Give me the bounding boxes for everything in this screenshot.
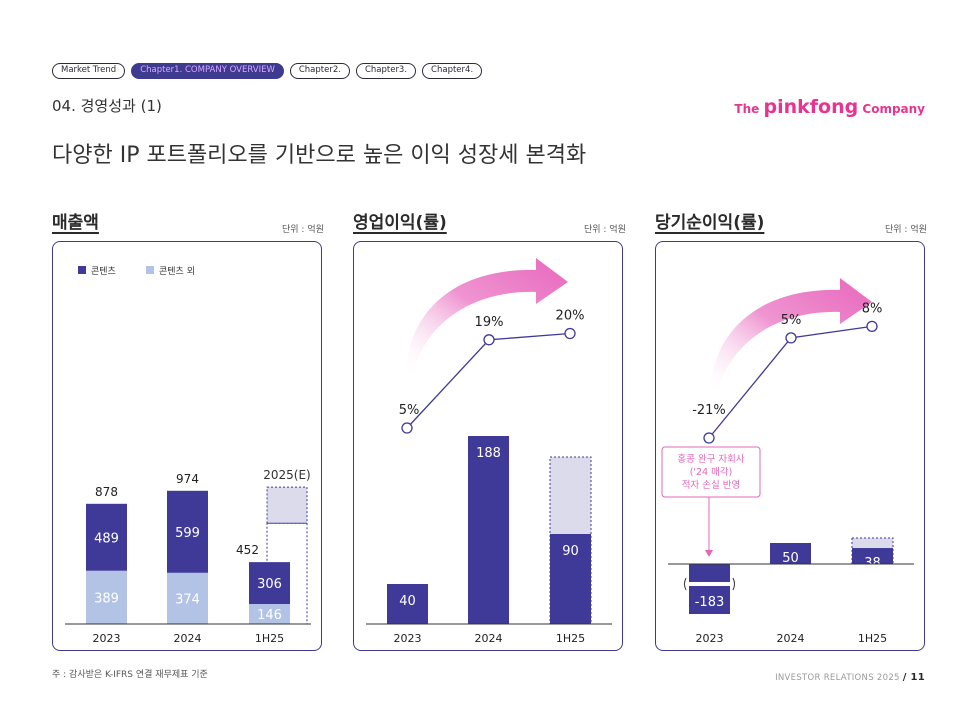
margin-point — [483, 334, 495, 346]
logo-brand: pinkfong — [763, 96, 859, 118]
annotation-arrowhead-icon — [705, 550, 713, 557]
bar-2023 — [387, 584, 428, 624]
logo-suffix: Company — [862, 102, 925, 116]
tick-label: 2024 — [777, 632, 805, 645]
data-label-value: 40 — [399, 594, 416, 609]
footer-text: INVESTOR RELATIONS 2025 — [775, 673, 900, 683]
data-label-total: 878 — [95, 485, 118, 499]
data-label-content: 599 — [175, 526, 200, 541]
bar-1H25 — [852, 548, 893, 564]
data-label-total: 974 — [176, 472, 199, 486]
margin-label: 19% — [475, 315, 504, 330]
net-income-title: 당기순이익(률) — [655, 213, 765, 233]
margin-line — [406, 332, 571, 429]
bar-noncontent-2023 — [86, 570, 127, 624]
legend-label-content: 콘텐츠 — [91, 266, 116, 277]
bar-content-2024 — [167, 490, 208, 573]
tick-label: 1H25 — [255, 632, 284, 645]
bar-content-1H25 — [249, 562, 290, 605]
revenue-title: 매출액 — [52, 213, 99, 233]
nav-chapter1[interactable]: Chapter1. COMPANY OVERVIEW — [131, 63, 284, 79]
operating-profit-panel: 40 2023 188 2024 90 1H25 5% 19% 20% — [353, 241, 623, 651]
data-label-noncontent: 146 — [257, 608, 282, 623]
bar-2024 — [468, 436, 509, 624]
data-label-value: 188 — [476, 446, 501, 461]
company-logo: The pinkfong Company — [734, 96, 925, 118]
net-income-panel: -183 2023 50 2024 38 1H25 홍콩 완구 자회사 ('24 매각) 적자 … — [655, 241, 925, 651]
logo-prefix: The — [734, 102, 760, 116]
annotation-line: 적자 손실 반영 — [682, 479, 740, 491]
tick-label: 2024 — [475, 632, 503, 645]
bar-1H25 — [550, 534, 591, 624]
annotation-line: 홍콩 완구 자회사 — [677, 453, 744, 465]
margin-label: -21% — [692, 403, 726, 418]
footnote: 주 : 감사받은 K-IFRS 연결 재무제표 기준 — [52, 670, 208, 680]
margin-point — [785, 332, 797, 344]
chapter-nav: Market Trend Chapter1. COMPANY OVERVIEW … — [52, 63, 483, 79]
data-label-content: 306 — [257, 577, 282, 592]
net-income-unit: 단위 : 억원 — [885, 225, 927, 235]
break-marks — [684, 577, 735, 591]
tick-label: 2023 — [93, 632, 121, 645]
legend-swatch-noncontent — [146, 266, 154, 274]
legend-swatch-content — [78, 266, 86, 274]
nav-chapter3[interactable]: Chapter3. — [355, 63, 417, 79]
nav-chapter2[interactable]: Chapter2. — [289, 63, 350, 79]
data-label-content: 489 — [94, 531, 119, 546]
margin-point — [866, 320, 878, 332]
operating-profit-unit: 단위 : 억원 — [584, 225, 626, 235]
bar-noncontent-2024 — [167, 572, 208, 624]
tick-label: 2023 — [696, 632, 724, 645]
tick-label: 2024 — [174, 632, 202, 645]
section-title: 04. 경영성과 (1) — [52, 97, 162, 115]
tick-label: 1H25 — [858, 632, 887, 645]
forecast-label: 2025(E) — [263, 468, 310, 482]
forecast-bar-upper — [266, 486, 308, 524]
bar-2024 — [770, 543, 811, 564]
margin-label: 5% — [399, 403, 420, 418]
data-label-total: 452 — [236, 543, 259, 557]
tick-label: 2023 — [394, 632, 422, 645]
bar-noncontent-1H25 — [249, 604, 290, 624]
tick-label: 1H25 — [556, 632, 585, 645]
page-number: / 11 — [902, 672, 925, 683]
margin-label: 20% — [556, 309, 585, 324]
revenue-panel: 콘텐츠 콘텐츠 외 2025(E) 489 389 878 2023 599 374 974 202… — [52, 241, 322, 651]
page-footer: INVESTOR RELATIONS 2025/ 11 — [775, 672, 925, 683]
data-label-value: -183 — [695, 595, 725, 610]
page-headline: 다양한 IP 포트폴리오를 기반으로 높은 이익 성장세 본격화 — [52, 143, 587, 168]
data-label-noncontent: 374 — [175, 592, 200, 607]
nav-chapter4[interactable]: Chapter4. — [422, 63, 483, 79]
nav-market-trend[interactable]: Market Trend — [52, 63, 126, 79]
bar-2023 — [689, 564, 730, 614]
growth-arrow-icon — [406, 258, 568, 370]
margin-point — [401, 422, 413, 434]
axis-break — [685, 582, 734, 586]
margin-point — [564, 327, 576, 340]
growth-arrow-icon — [710, 278, 872, 390]
margin-point — [703, 432, 715, 444]
operating-profit-chart: 40 2023 188 2024 90 1H25 5% 19% 20% — [366, 258, 612, 645]
revenue-unit: 단위 : 억원 — [282, 225, 324, 235]
data-label-noncontent: 389 — [94, 591, 119, 606]
bar-content-2023 — [86, 503, 127, 571]
legend-label-noncontent: 콘텐츠 외 — [159, 265, 195, 277]
data-label-value: 50 — [782, 551, 799, 566]
revenue-chart: 콘텐츠 콘텐츠 외 2025(E) 489 389 878 2023 599 374 974 202… — [65, 265, 311, 645]
operating-profit-title: 영업이익(률) — [353, 213, 447, 233]
margin-label: 8% — [862, 301, 883, 316]
margin-label: 5% — [781, 313, 802, 328]
annotation-box — [661, 446, 761, 498]
annotation-line: ('24 매각) — [690, 466, 733, 478]
data-label-value: 90 — [562, 544, 579, 559]
